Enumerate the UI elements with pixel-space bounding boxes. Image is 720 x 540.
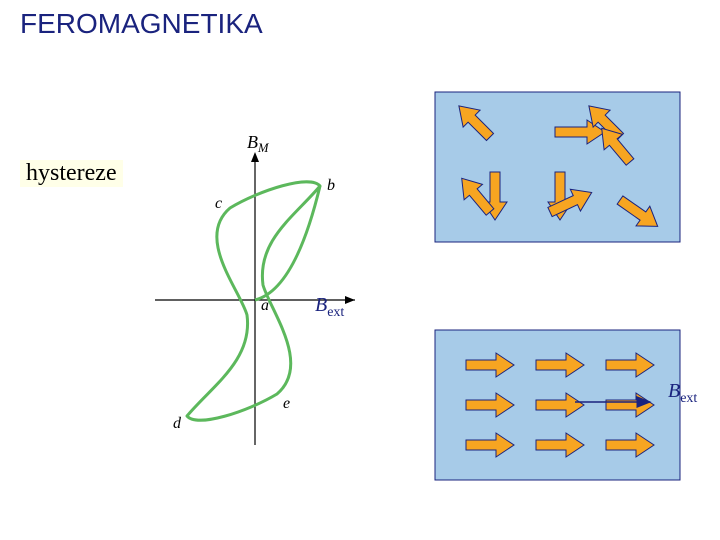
b-ext-label-graph: Bext: [315, 294, 344, 321]
svg-text:d: d: [173, 415, 182, 432]
domains-random-panel: [435, 92, 680, 242]
domains-aligned-panel: [435, 330, 680, 480]
page-title: FEROMAGNETIKA: [20, 8, 263, 40]
b-ext-label-panel: Bext: [668, 380, 697, 407]
svg-text:b: b: [327, 177, 335, 194]
svg-text:c: c: [215, 195, 222, 212]
subtitle-hystereze: hystereze: [20, 160, 123, 187]
svg-text:e: e: [283, 395, 290, 412]
svg-text:BM: BM: [247, 132, 270, 155]
svg-text:a: a: [261, 297, 269, 314]
slide: FEROMAGNETIKA hystereze BM a b c d e Bext Bex…: [0, 0, 720, 540]
